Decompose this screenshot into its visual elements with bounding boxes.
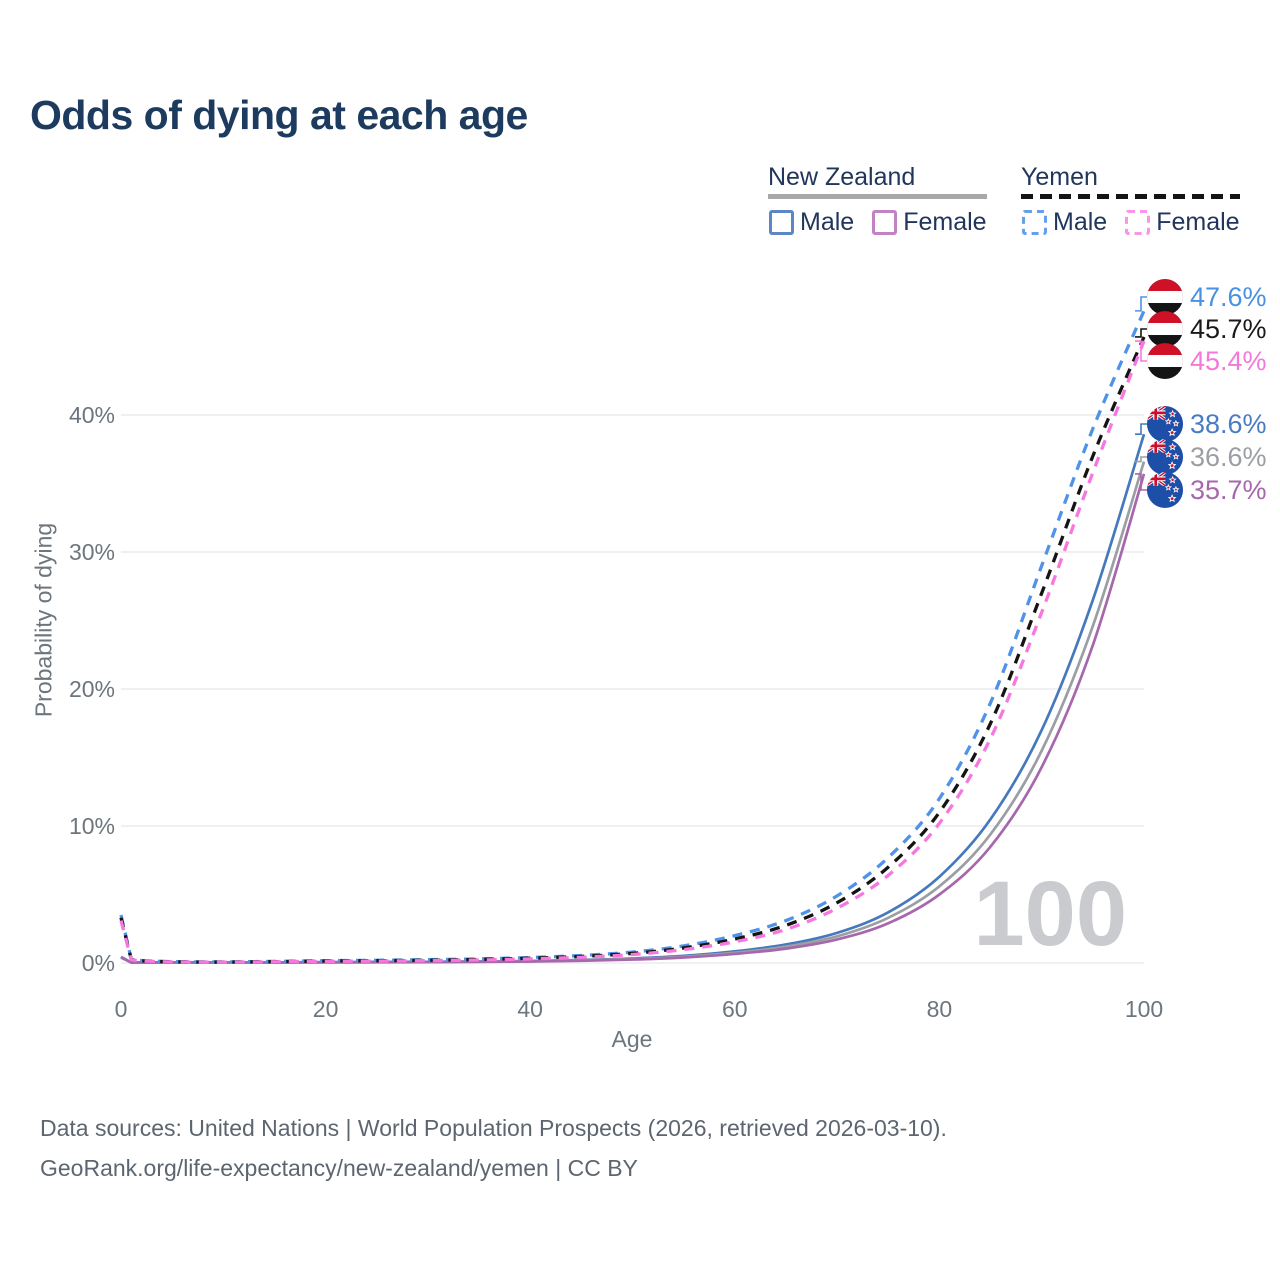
- legend-label: Female: [903, 208, 987, 236]
- end-label-connector: [1135, 473, 1147, 491]
- new-zealand-flag-icon: [1146, 405, 1184, 443]
- end-label-connector: [1135, 423, 1147, 435]
- end-label-value: 45.4%: [1190, 345, 1267, 376]
- legend-underline-solid: [768, 194, 987, 199]
- footer: Data sources: United Nations | World Pop…: [40, 1108, 947, 1188]
- end-label-yemen-both: 45.7%: [1146, 309, 1267, 349]
- legend-item-nz-male[interactable]: Male: [768, 208, 854, 237]
- end-label-connector: [1135, 328, 1147, 338]
- x-tick-label: 100: [1124, 996, 1164, 1022]
- yemen-flag-icon: [1146, 278, 1184, 316]
- legend-label: Female: [1156, 208, 1240, 236]
- x-tick-label: 20: [312, 996, 339, 1022]
- legend-header-yemen: Yemen: [1021, 163, 1098, 191]
- new-zealand-flag-icon: [1146, 471, 1184, 509]
- end-label-yemen-male: 47.6%: [1146, 277, 1267, 317]
- data-source-line: Data sources: United Nations | World Pop…: [40, 1115, 947, 1141]
- legend-group-new-zealand: New Zealand Male Female: [768, 163, 987, 237]
- checkbox-icon[interactable]: [1124, 209, 1151, 236]
- x-axis-title: Age: [611, 1026, 653, 1052]
- legend-item-nz-female[interactable]: Female: [871, 208, 987, 237]
- checkbox-icon[interactable]: [768, 209, 795, 236]
- series-line-yemen-female: [119, 340, 1146, 964]
- end-label-connector: [1135, 340, 1147, 362]
- end-label-new-zealand-female: 35.7%: [1146, 470, 1267, 510]
- end-label-new-zealand-both: 36.6%: [1146, 437, 1267, 477]
- end-label-value: 47.6%: [1190, 281, 1267, 312]
- end-label-yemen-female: 45.4%: [1146, 341, 1267, 381]
- end-label-connector: [1135, 296, 1147, 312]
- y-tick-label: 10%: [68, 813, 115, 839]
- x-tick-label: 60: [722, 996, 748, 1022]
- end-label-new-zealand-male: 38.6%: [1146, 404, 1267, 444]
- legend-header-new-zealand: New Zealand: [768, 163, 916, 191]
- attribution-line: GeoRank.org/life-expectancy/new-zealand/…: [40, 1155, 638, 1181]
- y-tick-label: 0%: [81, 950, 115, 976]
- end-label-value: 36.6%: [1190, 441, 1267, 472]
- checkbox-icon[interactable]: [871, 209, 898, 236]
- legend-item-yemen-male[interactable]: Male: [1021, 208, 1107, 237]
- end-label-connector: [1135, 456, 1147, 463]
- new-zealand-flag-icon: [1146, 438, 1184, 476]
- x-tick-label: 40: [517, 996, 543, 1022]
- y-tick-label: 20%: [68, 676, 115, 702]
- yemen-flag-icon: [1146, 342, 1184, 380]
- yemen-flag-icon: [1146, 310, 1184, 348]
- x-tick-label: 80: [926, 996, 953, 1022]
- legend-label: Male: [800, 208, 855, 236]
- end-label-value: 35.7%: [1190, 474, 1267, 505]
- page-title: Odds of dying at each age: [30, 92, 528, 138]
- legend-label: Male: [1053, 208, 1108, 236]
- legend-group-yemen: Yemen Male Female: [1021, 163, 1240, 237]
- checkbox-icon[interactable]: [1021, 209, 1048, 236]
- end-label-value: 38.6%: [1190, 408, 1267, 439]
- end-label-value: 45.7%: [1190, 313, 1267, 344]
- legend-item-yemen-female[interactable]: Female: [1124, 208, 1240, 237]
- x-tick-label: 0: [114, 996, 128, 1022]
- y-tick-label: 30%: [68, 539, 115, 565]
- legend-underline-dashed: [1021, 194, 1240, 199]
- y-tick-label: 40%: [68, 402, 115, 428]
- age-counter-watermark: 100: [973, 863, 1128, 965]
